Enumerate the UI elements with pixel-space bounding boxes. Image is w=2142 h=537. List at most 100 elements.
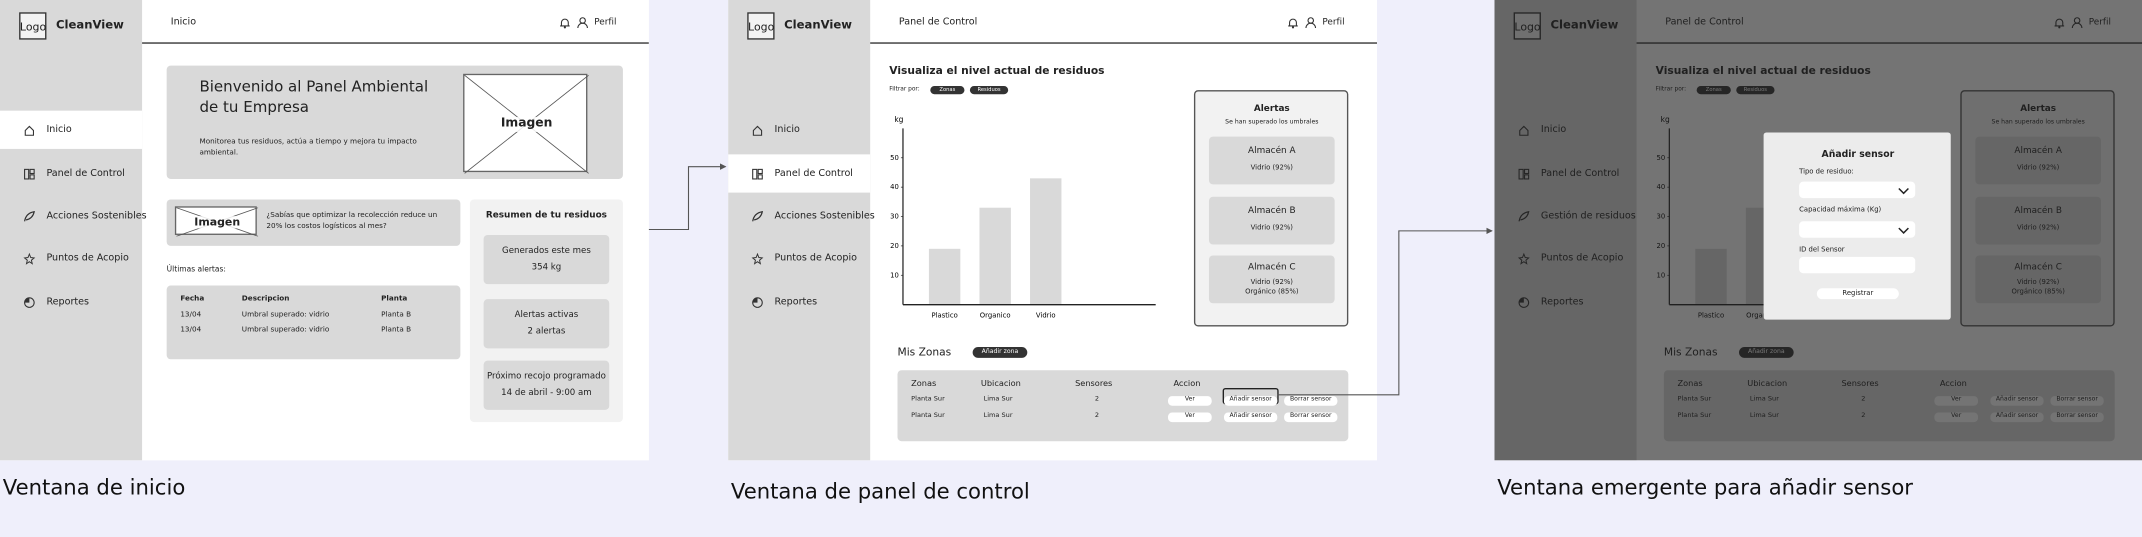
sidebar xyxy=(0,0,143,461)
alert-name: Almacén B xyxy=(1248,205,1296,216)
action-button[interactable]: Ver xyxy=(1167,395,1212,406)
filter-text: Zonas xyxy=(939,85,956,93)
summary-value: 354 kg xyxy=(531,262,562,273)
summary-value: 14 de abril - 9:00 am xyxy=(501,388,592,398)
table-header: Planta xyxy=(381,294,408,304)
screen-caption: Ventana de inicio xyxy=(2,475,186,500)
action-button[interactable]: Añadir sensor xyxy=(1223,411,1278,422)
table-header: Fecha xyxy=(180,294,205,304)
modal-title: Añadir sensor xyxy=(1821,148,1895,160)
logo: Logo xyxy=(19,12,47,40)
action-text: Borrar sensor xyxy=(1289,412,1332,420)
nav-item[interactable]: Panel de Control xyxy=(0,154,142,192)
profile-link[interactable]: Perfil xyxy=(594,16,617,28)
filter-pill[interactable]: Zonas xyxy=(930,85,965,95)
sensors-cell: 2 xyxy=(1094,396,1100,404)
action-button[interactable]: Borrar sensor xyxy=(1284,395,1338,406)
table-header: Zonas xyxy=(911,378,937,389)
welcome-banner: Bienvenido al Panel Ambiental de tu Empr… xyxy=(166,65,623,179)
nav-label: Panel de Control xyxy=(774,167,853,179)
banner-text: Monitorea tus residuos, actúa a tiempo y… xyxy=(199,137,417,158)
filter-label: Filtrar por: xyxy=(889,86,920,94)
summary-card: Próximo recojo programado 14 de abril - 9… xyxy=(483,360,610,410)
table-header: Accion xyxy=(1173,378,1201,389)
select-input[interactable] xyxy=(1799,221,1916,238)
field-label: Tipo de residuo: xyxy=(1799,168,1854,177)
profile-link[interactable]: Perfil xyxy=(1322,16,1345,28)
nav-item[interactable]: Acciones Sostenibles xyxy=(0,197,147,235)
table-header: Sensores xyxy=(1075,378,1113,389)
nav-item[interactable]: Puntos de Acopio xyxy=(0,239,142,277)
nav-item[interactable]: Inicio xyxy=(0,110,143,149)
table-header: Descripcion xyxy=(241,294,290,304)
table-cell: Umbral superado: vidrio xyxy=(241,326,330,335)
image-label: Imagen xyxy=(194,215,241,229)
nav-icon xyxy=(24,124,35,136)
submit-button[interactable]: Registrar xyxy=(1816,288,1899,300)
table-cell: Umbral superado: vidrio xyxy=(241,311,330,320)
alert-card: Almacén B Vidrio (92%) xyxy=(1208,196,1335,245)
tip-text: ¿Sabías que optimizar la recolección red… xyxy=(266,211,438,231)
nav-item[interactable]: Inicio xyxy=(728,111,870,149)
action-button[interactable]: Borrar sensor xyxy=(1284,411,1338,422)
bar xyxy=(928,248,961,305)
add-zone-text: Añadir zona xyxy=(981,348,1019,356)
nav-icon xyxy=(752,210,764,221)
user-icon xyxy=(1305,17,1317,29)
location-cell: Lima Sur xyxy=(983,412,1013,420)
nav-item[interactable]: Acciones Sostenibles xyxy=(728,197,875,235)
bar xyxy=(1030,178,1062,305)
alerts-panel-subtitle: Se han superado los umbrales xyxy=(1225,119,1319,127)
page-title: Panel de Control xyxy=(898,16,978,28)
action-button[interactable]: Ver xyxy=(1167,411,1212,422)
nav-icon xyxy=(751,252,764,265)
add-zone-button[interactable]: Añadir zona xyxy=(972,346,1028,358)
topbar-line xyxy=(870,41,1377,44)
alerts-panel: Alertas Se han superado los umbrales Almac… xyxy=(1193,90,1349,327)
user-icon xyxy=(577,17,588,29)
alerts-table: Fecha Descripcion Planta 13/04 Umbral supera… xyxy=(166,285,461,360)
y-tick-label: 40 xyxy=(890,183,899,191)
summary-panel: Resumen de tu residuos Generados este mes… xyxy=(469,199,623,423)
nav-icon xyxy=(23,252,36,265)
logo-text: Logo xyxy=(19,20,47,33)
field-label: ID del Sensor xyxy=(1799,245,1845,255)
chevron xyxy=(1898,187,1909,195)
sidebar xyxy=(728,0,871,461)
nav-icon xyxy=(24,296,35,308)
alert-line: Vidrio (92%) xyxy=(1250,278,1293,287)
nav-item[interactable]: Reportes xyxy=(728,283,870,321)
sensors-cell: 2 xyxy=(1094,412,1100,420)
nav-label: Reportes xyxy=(774,296,818,308)
table-header: Ubicacion xyxy=(980,378,1021,389)
action-button[interactable]: Añadir sensor xyxy=(1223,395,1278,406)
text-input[interactable] xyxy=(1799,256,1916,274)
y-axis-label: kg xyxy=(894,115,903,124)
filter-pill[interactable]: Residuos xyxy=(969,85,1009,95)
alert-name: Almacén C xyxy=(1247,261,1296,272)
brand: CleanView xyxy=(56,18,124,33)
nav-label: Puntos de Acopio xyxy=(774,252,857,264)
select-input[interactable] xyxy=(1799,181,1916,199)
zones-title: Mis Zonas xyxy=(897,346,952,359)
table-cell: Planta B xyxy=(381,326,412,335)
filter-text: Residuos xyxy=(977,85,1001,93)
nav-item[interactable]: Reportes xyxy=(0,283,142,321)
nav-item[interactable]: Panel de Control xyxy=(728,154,871,193)
summary-label: Generados este mes xyxy=(502,246,591,256)
y-tick-label: 30 xyxy=(890,213,899,221)
field-label: Capacidad máxima (Kg) xyxy=(1799,206,1882,215)
screen-caption: Ventana emergente para añadir sensor xyxy=(1497,475,1914,500)
action-text: Ver xyxy=(1184,412,1195,420)
nav-item[interactable]: Puntos de Acopio xyxy=(728,239,870,277)
summary-label: Próximo recojo programado xyxy=(486,371,606,382)
flow-arrow xyxy=(1277,227,1493,396)
chart-title: Visualiza el nivel actual de residuos xyxy=(889,64,1105,77)
nav-label: Inicio xyxy=(774,124,800,135)
nav-label: Panel de Control xyxy=(46,167,125,179)
action-text: Añadir sensor xyxy=(1229,396,1272,404)
alerts-panel-title: Alertas xyxy=(1253,102,1290,114)
action-text: Borrar sensor xyxy=(1289,396,1332,404)
bar-chart: kg 10 20 30 40 50 Plastico Organico Vidrio xyxy=(890,115,1156,320)
screen: Logo CleanView Inicio Panel de Control Accio… xyxy=(728,0,1377,461)
